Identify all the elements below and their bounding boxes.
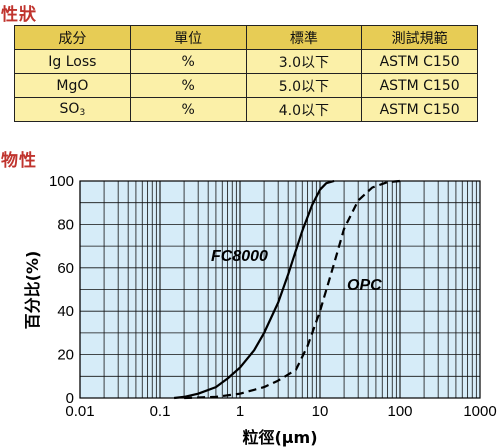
x-tick-label: 1 xyxy=(236,403,244,420)
x-axis-title: 粒徑(μm) xyxy=(242,428,317,447)
y-tick-label: 80 xyxy=(57,216,74,233)
composition-section-title: 性狀 xyxy=(1,5,37,25)
series-label-opc: OPC xyxy=(347,277,382,294)
curve-opc xyxy=(184,179,401,400)
y-axis-title: 百分比(%) xyxy=(23,251,42,330)
x-tick-label: 0.1 xyxy=(150,403,171,420)
table-cell: ASTM C150 xyxy=(361,97,478,122)
table-cell: % xyxy=(129,97,247,122)
series-curves xyxy=(173,179,401,400)
so3-label: SO xyxy=(59,101,80,117)
y-tick-label: 40 xyxy=(57,303,74,320)
table-cell: 4.0以下 xyxy=(245,97,363,122)
header-cell: 單位 xyxy=(129,25,247,50)
x-tick-label: 100 xyxy=(387,403,412,420)
x-tick-label: 1000 xyxy=(463,403,496,420)
table-row: MgO % 5.0以下 ASTM C150 xyxy=(14,73,478,98)
x-tick-labels: 0.01 0.1 1 10 100 1000 xyxy=(65,403,496,420)
table-header-row: 成分 單位 標準 測試規範 xyxy=(14,25,478,50)
physical-section-title: 物性 xyxy=(1,151,37,171)
y-tick-labels: 0 20 40 60 80 100 xyxy=(49,173,74,407)
x-tick-label: 10 xyxy=(312,403,329,420)
curve-fc8000 xyxy=(173,179,335,400)
series-label-fc8000: FC8000 xyxy=(211,248,268,265)
table-cell: ASTM C150 xyxy=(361,73,478,98)
so3-subscript: 3 xyxy=(79,108,86,118)
y-tick-label: 0 xyxy=(66,390,74,407)
table-row: Ig Loss % 3.0以下 ASTM C150 xyxy=(14,49,478,74)
table-cell: SO3 xyxy=(14,97,131,122)
table-cell: MgO xyxy=(14,73,131,98)
table-cell: 5.0以下 xyxy=(245,73,363,98)
x-tick-label: 0.01 xyxy=(65,403,94,420)
table-cell: 3.0以下 xyxy=(245,49,363,74)
table-cell: Ig Loss xyxy=(14,49,131,74)
header-cell: 標準 xyxy=(245,25,363,50)
y-tick-label: 60 xyxy=(57,260,74,277)
table-cell: % xyxy=(129,49,247,74)
table-cell: ASTM C150 xyxy=(361,49,478,74)
header-cell: 成分 xyxy=(14,25,131,50)
plot-frame xyxy=(79,180,481,399)
header-cell: 測試規範 xyxy=(361,25,478,50)
table-cell: % xyxy=(129,73,247,98)
y-tick-label: 100 xyxy=(49,173,74,190)
y-tick-label: 20 xyxy=(57,347,74,364)
composition-table: 成分 單位 標準 測試規範 Ig Loss % 3.0以下 ASTM C150 … xyxy=(14,25,478,122)
table-row: SO3 % 4.0以下 ASTM C150 xyxy=(14,97,478,122)
particle-size-chart: 0.01 0.1 1 10 100 1000 0 20 40 60 80 100 FC8000 OP… xyxy=(23,173,497,447)
